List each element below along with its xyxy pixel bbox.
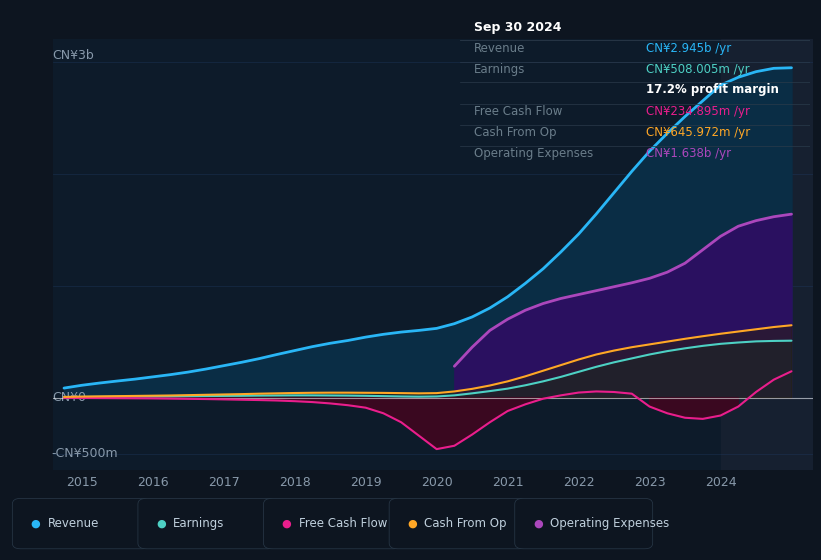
Text: Earnings: Earnings	[173, 517, 225, 530]
Text: CN¥645.972m /yr: CN¥645.972m /yr	[645, 126, 750, 139]
Text: CN¥508.005m /yr: CN¥508.005m /yr	[645, 63, 749, 76]
Text: Sep 30 2024: Sep 30 2024	[474, 21, 562, 34]
Text: CN¥3b: CN¥3b	[52, 49, 94, 62]
Text: Earnings: Earnings	[474, 63, 525, 76]
Bar	[721, 39, 813, 470]
Text: Operating Expenses: Operating Expenses	[550, 517, 669, 530]
Text: Revenue: Revenue	[474, 42, 525, 55]
Text: ●: ●	[30, 519, 40, 529]
Text: ●: ●	[156, 519, 166, 529]
Text: Free Cash Flow: Free Cash Flow	[474, 105, 562, 118]
Text: ●: ●	[407, 519, 417, 529]
Text: CN¥2.945b /yr: CN¥2.945b /yr	[645, 42, 731, 55]
Text: Free Cash Flow: Free Cash Flow	[299, 517, 388, 530]
Text: Cash From Op: Cash From Op	[474, 126, 557, 139]
Text: -CN¥500m: -CN¥500m	[52, 447, 118, 460]
Text: Operating Expenses: Operating Expenses	[474, 147, 594, 160]
Text: Cash From Op: Cash From Op	[424, 517, 507, 530]
Text: Revenue: Revenue	[48, 517, 99, 530]
Text: CN¥1.638b /yr: CN¥1.638b /yr	[645, 147, 731, 160]
Text: ●: ●	[282, 519, 291, 529]
Text: ●: ●	[533, 519, 543, 529]
Text: CN¥234.895m /yr: CN¥234.895m /yr	[645, 105, 750, 118]
Text: 17.2% profit margin: 17.2% profit margin	[645, 82, 778, 96]
Text: CN¥0: CN¥0	[52, 391, 86, 404]
